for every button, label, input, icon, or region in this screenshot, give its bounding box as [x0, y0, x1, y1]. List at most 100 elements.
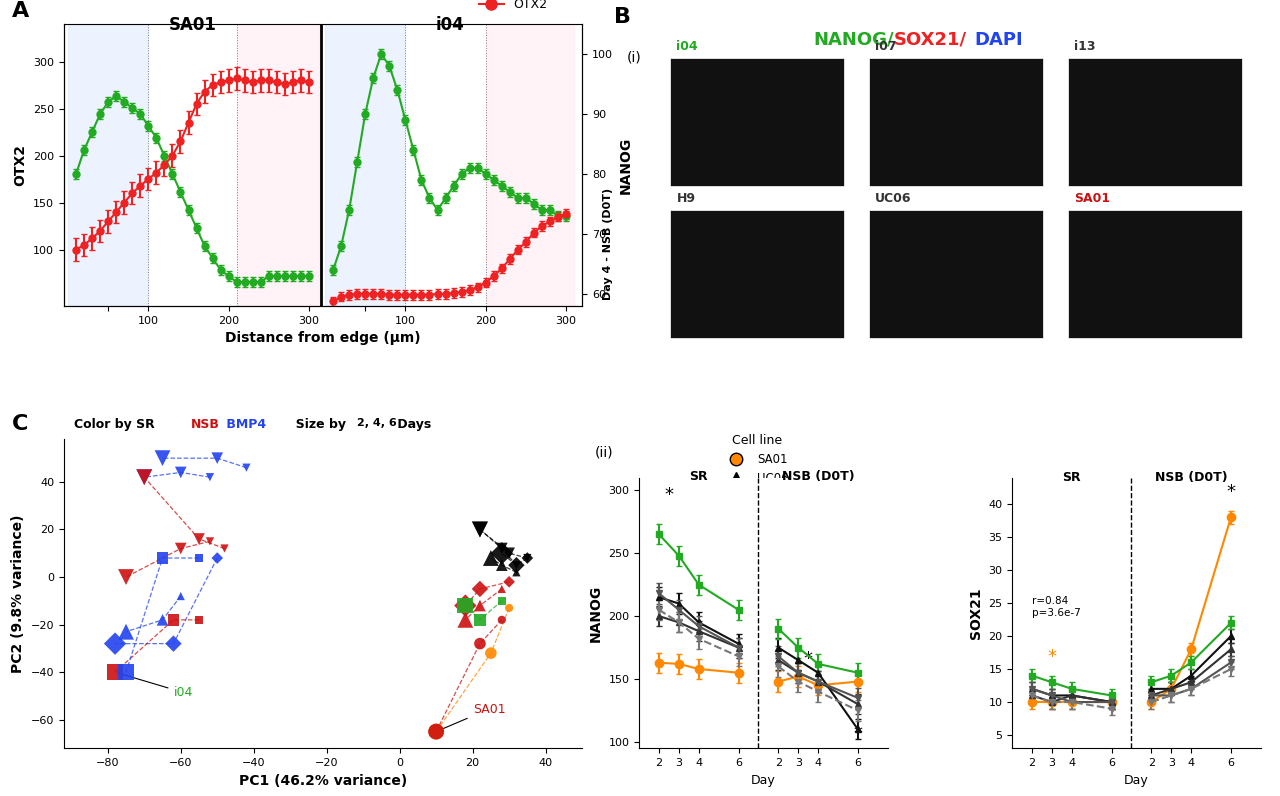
Legend: SA01, UC06, H9, i04, i07, i13: SA01, UC06, H9, i04, i07, i13: [719, 430, 794, 565]
Point: [456, 599, 476, 612]
Point: [188, 614, 209, 626]
X-axis label: Day: Day: [1124, 774, 1149, 786]
Point: [517, 552, 538, 564]
Text: (ii): (ii): [594, 445, 613, 459]
Y-axis label: NANOG: NANOG: [589, 584, 603, 642]
FancyBboxPatch shape: [671, 210, 845, 338]
Text: i04: i04: [676, 40, 698, 53]
Text: *: *: [804, 650, 813, 668]
Y-axis label: SOX21: SOX21: [969, 587, 983, 638]
Point: [506, 559, 526, 572]
Point: [506, 559, 526, 572]
Text: NANOG/: NANOG/: [813, 30, 893, 49]
Point: [152, 552, 173, 564]
Point: [115, 571, 136, 583]
X-axis label: Distance from edge (μm): Distance from edge (μm): [225, 331, 421, 345]
Point: [207, 452, 228, 465]
Text: C: C: [13, 415, 28, 435]
Y-axis label: PC2 (9.8% variance): PC2 (9.8% variance): [12, 514, 26, 673]
Point: [170, 542, 191, 555]
Point: [517, 552, 538, 564]
Bar: [68, 24, 148, 306]
Legend: NANOG, OTX2: NANOG, OTX2: [474, 0, 566, 16]
FancyBboxPatch shape: [869, 57, 1043, 186]
FancyBboxPatch shape: [869, 210, 1043, 338]
Point: [115, 626, 136, 638]
Point: [470, 583, 490, 595]
Point: [426, 725, 447, 738]
Point: [492, 614, 512, 626]
Text: i04: i04: [118, 673, 193, 699]
Point: [499, 602, 520, 615]
Point: [492, 595, 512, 607]
Text: SA01: SA01: [1074, 192, 1111, 205]
Point: [470, 523, 490, 536]
Point: [237, 462, 257, 474]
Point: [105, 638, 125, 650]
Point: [499, 576, 520, 588]
Text: SA01: SA01: [169, 17, 216, 34]
Point: [115, 665, 136, 678]
Point: [492, 559, 512, 572]
Point: [456, 599, 476, 612]
Point: [492, 542, 512, 555]
Text: Day 4 - NSB (D0T): Day 4 - NSB (D0T): [603, 188, 613, 300]
Point: [470, 614, 490, 626]
Point: [492, 547, 512, 560]
Text: *: *: [1047, 649, 1056, 666]
Text: Size by: Size by: [287, 418, 351, 431]
Point: [470, 523, 490, 536]
Bar: [148, 24, 237, 306]
Point: [456, 614, 476, 626]
Y-axis label: OTX2: OTX2: [14, 144, 28, 186]
Text: Days: Days: [393, 418, 431, 431]
Point: [200, 535, 220, 548]
Text: (i): (i): [627, 51, 641, 65]
FancyBboxPatch shape: [671, 57, 845, 186]
Text: NSB (D0T): NSB (D0T): [1155, 471, 1228, 484]
Point: [200, 470, 220, 483]
Point: [188, 533, 209, 545]
Text: *: *: [664, 486, 673, 505]
Text: SOX21/: SOX21/: [893, 30, 968, 49]
Point: [426, 725, 447, 738]
Text: DAPI: DAPI: [975, 30, 1024, 49]
Text: *: *: [854, 725, 863, 743]
Text: i13: i13: [1074, 40, 1096, 53]
Bar: [237, 24, 319, 306]
Point: [481, 552, 502, 564]
Point: [207, 552, 228, 564]
Text: H9: H9: [676, 192, 695, 205]
Text: *: *: [1187, 675, 1196, 693]
X-axis label: Day: Day: [751, 774, 776, 786]
Point: [170, 466, 191, 479]
Text: *: *: [1226, 483, 1235, 501]
Point: [105, 665, 125, 678]
Point: [214, 542, 234, 555]
FancyBboxPatch shape: [1068, 57, 1242, 186]
Point: [481, 647, 502, 660]
Y-axis label: NANOG: NANOG: [618, 136, 632, 193]
Point: [470, 638, 490, 650]
Text: 2, 4, 6: 2, 4, 6: [357, 418, 397, 427]
Text: BMP4: BMP4: [221, 418, 266, 431]
Text: SA01: SA01: [439, 703, 506, 731]
Text: UC06: UC06: [876, 192, 911, 205]
Point: [470, 599, 490, 612]
Text: NSB: NSB: [191, 418, 220, 431]
Bar: [325, 24, 406, 306]
Point: [152, 452, 173, 465]
Text: r=0.84
p=3.6e-7: r=0.84 p=3.6e-7: [1032, 596, 1080, 618]
Bar: [406, 24, 485, 306]
Text: SR: SR: [690, 470, 708, 483]
Text: Color by SR: Color by SR: [74, 418, 160, 431]
Point: [170, 590, 191, 603]
Point: [152, 614, 173, 626]
Text: B: B: [614, 7, 631, 27]
Point: [499, 547, 520, 560]
Point: [164, 614, 184, 626]
Text: A: A: [13, 2, 29, 21]
Point: [188, 552, 209, 564]
FancyBboxPatch shape: [1068, 210, 1242, 338]
Text: i07: i07: [876, 40, 897, 53]
